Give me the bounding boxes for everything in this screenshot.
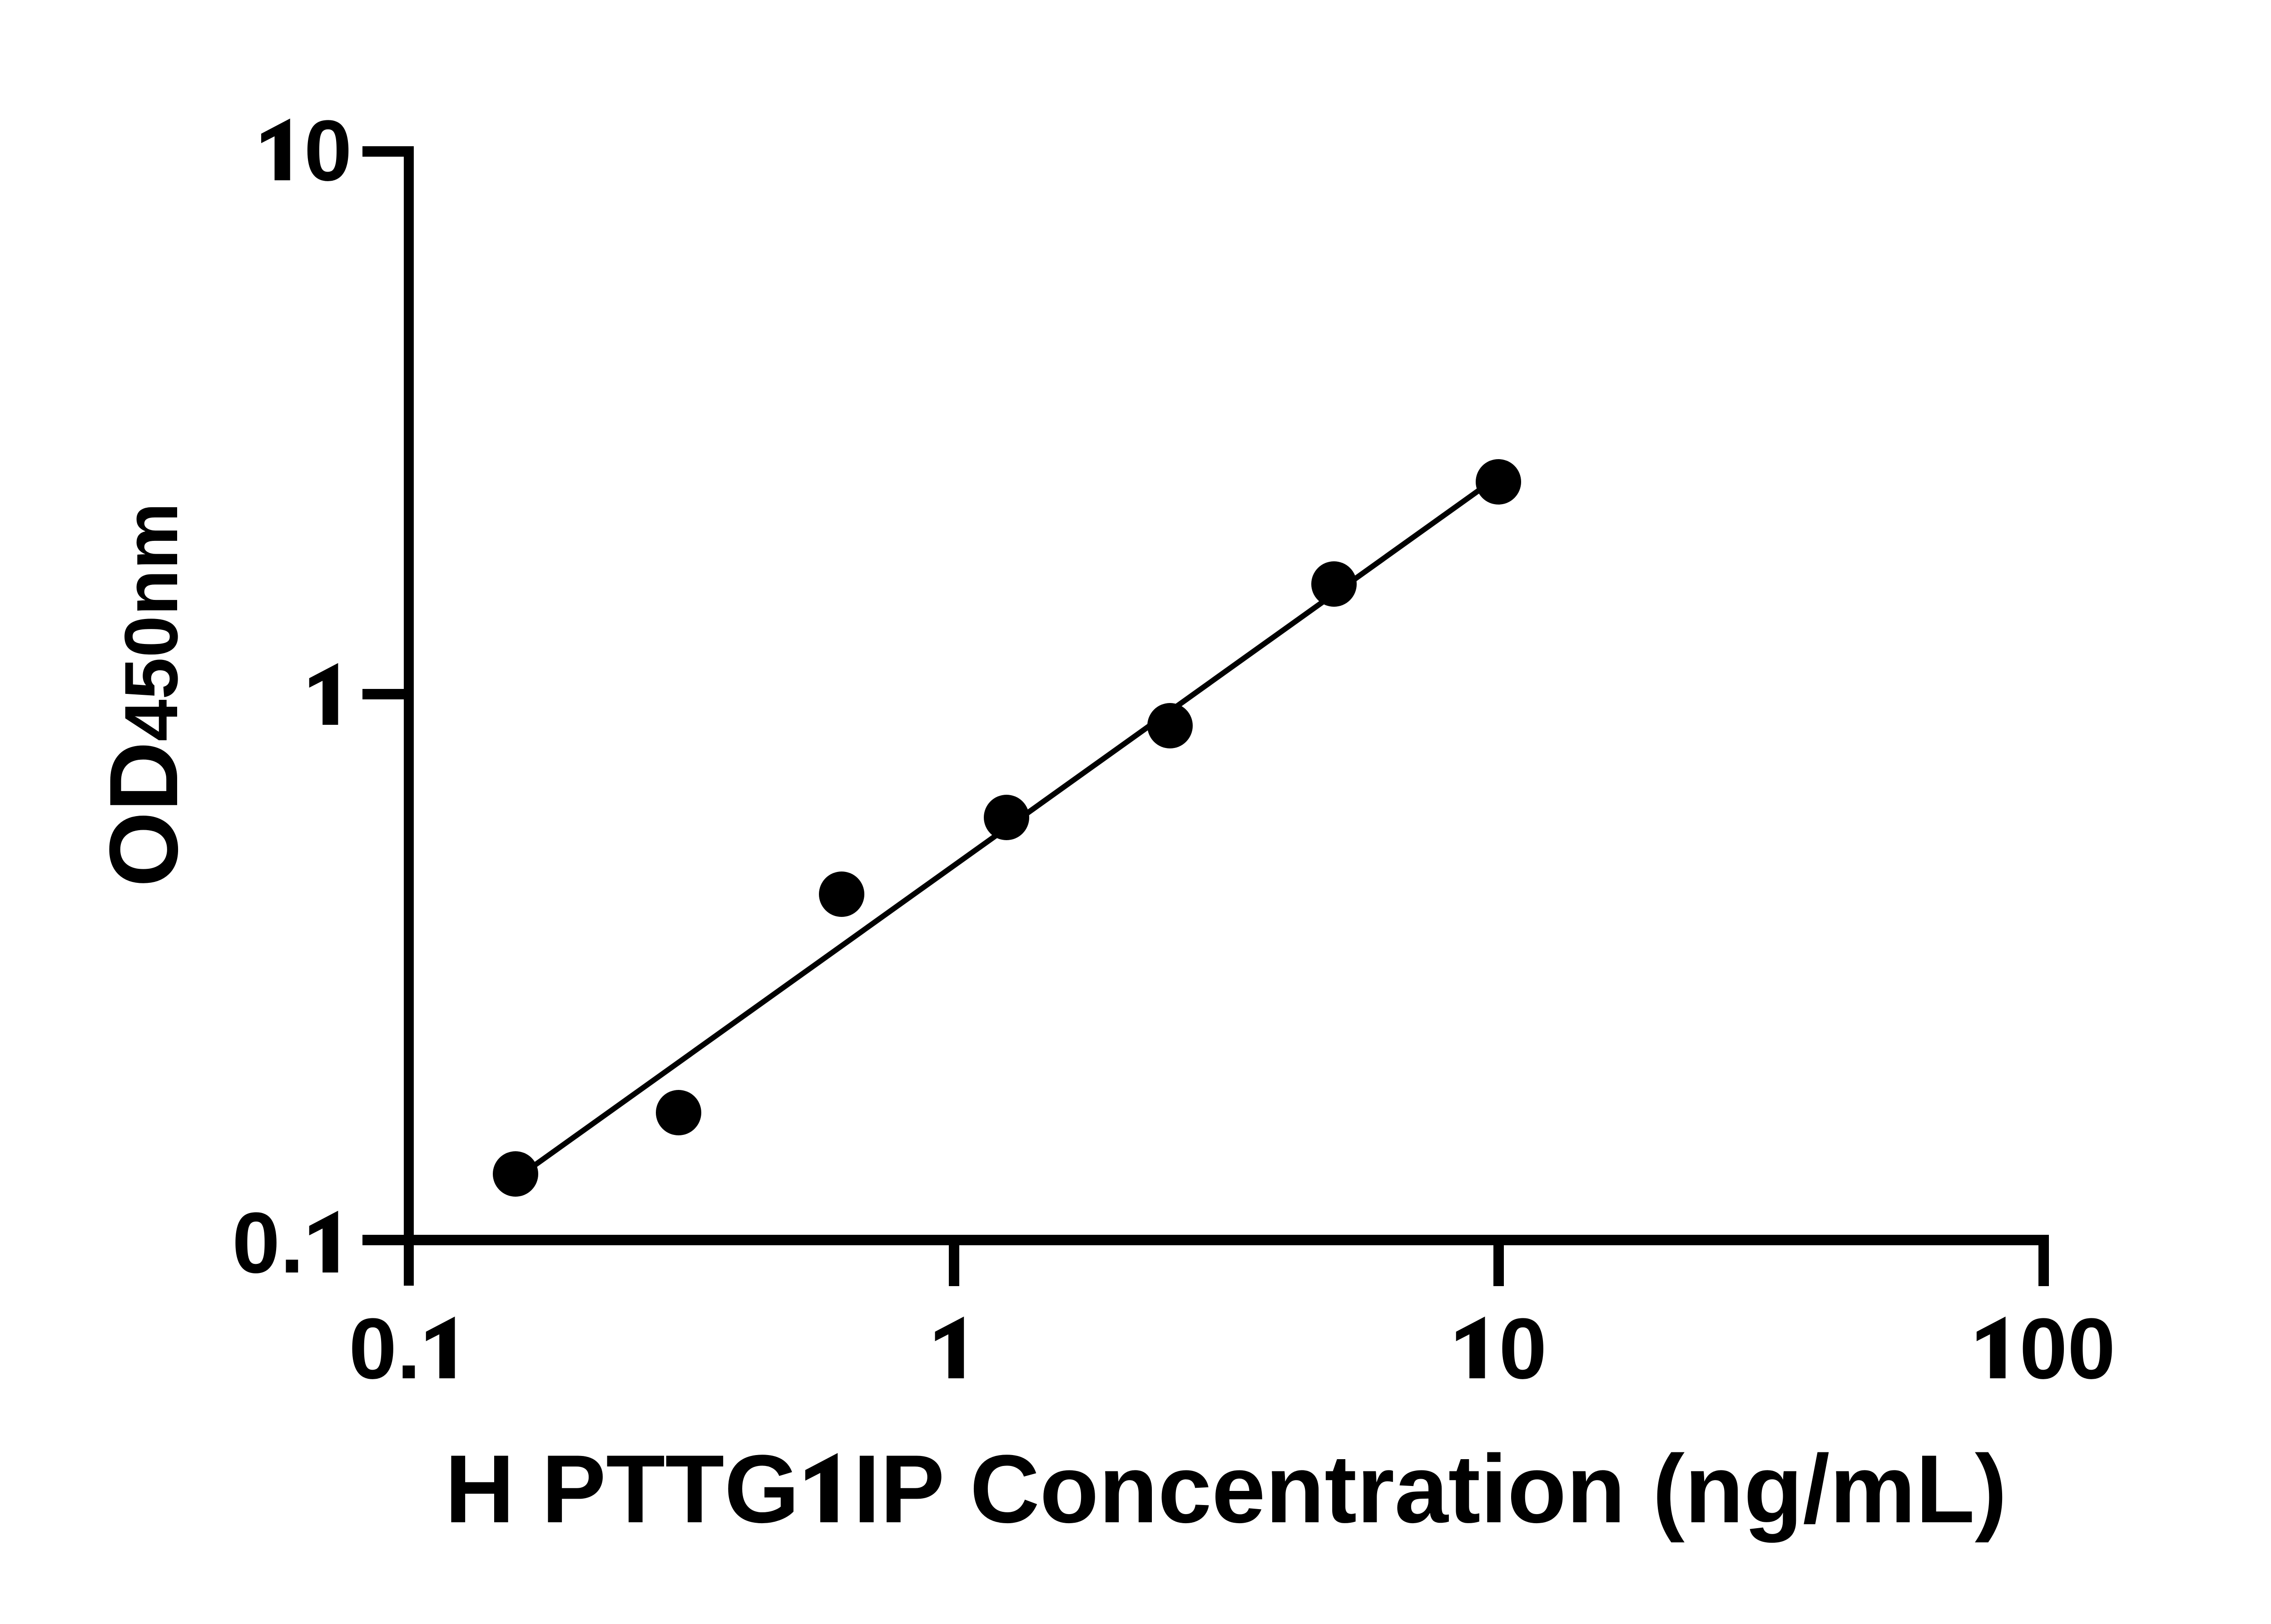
svg-text:0: 0: [304, 103, 352, 199]
svg-text:0.: 0.: [349, 1301, 421, 1397]
svg-text:OD450nm: OD450nm: [89, 503, 198, 887]
svg-text:IP Concentration (ng/mL): IP Concentration (ng/mL): [853, 1435, 2007, 1543]
svg-text:0: 0: [1499, 1301, 1547, 1397]
svg-text:0.: 0.: [232, 1195, 304, 1291]
svg-text:H PTTG: H PTTG: [445, 1435, 799, 1543]
svg-text:00: 00: [2019, 1301, 2115, 1397]
